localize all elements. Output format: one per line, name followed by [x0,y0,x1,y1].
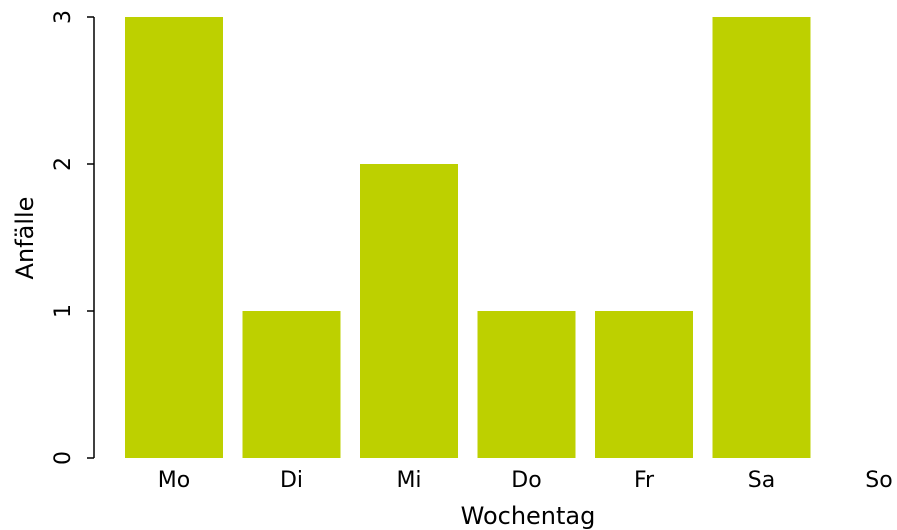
y-tick-label-2: 2 [51,157,76,171]
y-tick-label-0: 0 [51,451,76,465]
x-tick-label-fr: Fr [634,468,655,493]
y-axis-title: Anfälle [11,197,39,280]
x-axis-title: Wochentag [461,502,596,530]
y-tick-label-3: 3 [51,10,76,24]
y-tick-label-1: 1 [51,304,76,318]
bar-sa [712,17,811,458]
x-tick-label-mi: Mi [396,468,421,493]
x-tick-label-sa: Sa [748,468,775,493]
bar-do [477,311,576,458]
x-tick-label-di: Di [280,468,303,493]
plot-area [125,17,811,458]
y-axis: 0 1 2 3 [51,10,95,465]
bar-mo [125,17,223,458]
x-tick-label-do: Do [511,468,541,493]
bar-di [242,311,341,458]
x-tick-label-so: So [865,468,892,493]
x-axis: Mo Di Mi Do Fr Sa So [158,468,893,493]
x-tick-label-mo: Mo [158,468,190,493]
bar-fr [595,311,693,458]
bar-mi [360,164,458,458]
